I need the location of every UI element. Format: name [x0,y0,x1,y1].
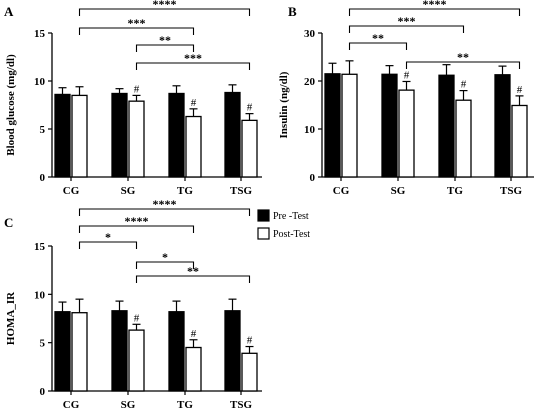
y-tick-label: 0 [310,172,316,184]
comparison-bracket [348,25,465,33]
y-tick-label: 0 [40,386,46,398]
significance-hash: # [461,79,467,91]
comparison-bracket [78,8,251,16]
bar-post [241,119,258,178]
legend-swatch [257,209,270,222]
comparison-label: ** [457,50,469,64]
comparison-label: **** [153,197,177,211]
bar-pre [111,92,128,178]
comparison-label: * [105,230,111,244]
bar-post [241,352,258,392]
y-tick-label: 15 [34,241,46,253]
comparison-bracket [135,261,195,269]
y-axis-label: HOMA_IR [5,291,17,345]
bar-pre [54,93,71,178]
comparison-bracket [135,62,251,70]
comparison-label: ** [159,33,171,47]
x-tick-label: CG [63,185,80,197]
legend-label: Pre -Test [273,211,309,222]
x-tick-label: CG [63,399,80,411]
significance-hash: # [247,335,253,347]
bar-pre [381,73,398,178]
bar-post [398,89,415,178]
bar-pre [168,311,185,392]
comparison-label: ** [187,264,199,278]
y-tick-label: 30 [304,28,316,40]
panel-letter-a: A [4,4,14,19]
bar-post [185,346,202,392]
y-axis-label: Blood glucose (mg/dl) [5,54,17,156]
legend-label: Post-Test [273,229,310,240]
y-tick-label: 15 [34,28,46,40]
bar-post [341,73,358,178]
comparison-bracket [348,8,521,16]
y-tick-label: 5 [40,338,46,350]
bar-pre [494,74,511,178]
comparison-label: **** [153,0,177,11]
bar-pre [168,92,185,178]
legend-swatch [257,227,270,240]
x-tick-label: TG [177,399,193,411]
significance-hash: # [247,102,253,114]
comparison-bracket [78,208,251,216]
x-tick-label: TSG [230,399,252,411]
panel-a: A Blood glucose (mg/dl) 0 5 10 15 CG SG TG TSG # # #… [4,0,262,197]
comparison-label: **** [125,214,149,228]
bar-pre [324,73,341,178]
significance-hash: # [134,83,140,95]
x-tick-label: TSG [230,185,252,197]
x-tick-label: TG [177,185,193,197]
comparison-label: *** [184,51,202,65]
comparison-bracket [135,275,251,283]
bar-post [455,99,472,178]
y-tick-label: 10 [304,124,316,136]
significance-hash: # [191,97,197,109]
significance-hash: # [134,312,140,324]
comparison-bracket [135,44,195,52]
y-tick-label: 5 [40,124,46,136]
bar-pre [224,91,241,178]
comparison-label: **** [423,0,447,11]
bar-post [128,100,145,178]
comparison-label: ** [372,31,384,45]
legend: Pre -Test Post-Test [257,209,310,240]
y-tick-label: 0 [40,172,46,184]
comparison-bracket [405,61,521,69]
bar-pre [54,311,71,392]
comparison-label: *** [398,14,416,28]
panel-letter-b: B [288,4,297,19]
bar-post [71,312,88,392]
x-tick-label: SG [121,185,136,197]
bar-post [128,329,145,392]
comparison-label: * [162,250,168,264]
bar-post [185,115,202,178]
y-tick-label: 10 [34,76,46,88]
panel-letter-c: C [4,215,13,230]
x-tick-label: CG [333,185,350,197]
comparison-bracket [348,42,408,50]
x-tick-label: TSG [500,185,522,197]
bar-post [511,104,528,178]
bar-pre [438,74,455,178]
x-tick-label: TG [447,185,463,197]
y-tick-label: 20 [304,76,316,88]
comparison-bracket [78,225,195,233]
bar-pre [111,310,128,392]
y-axis-label: Insulin (ng/dl) [278,71,290,138]
comparison-bracket [78,27,195,35]
comparison-label: *** [128,16,146,30]
y-tick-label: 10 [34,289,46,301]
x-tick-label: SG [121,399,136,411]
x-tick-label: SG [391,185,406,197]
bar-pre [224,310,241,392]
bar-post [71,94,88,178]
significance-hash: # [517,84,523,96]
significance-hash: # [404,69,410,81]
significance-hash: # [191,328,197,340]
comparison-bracket [78,241,138,249]
